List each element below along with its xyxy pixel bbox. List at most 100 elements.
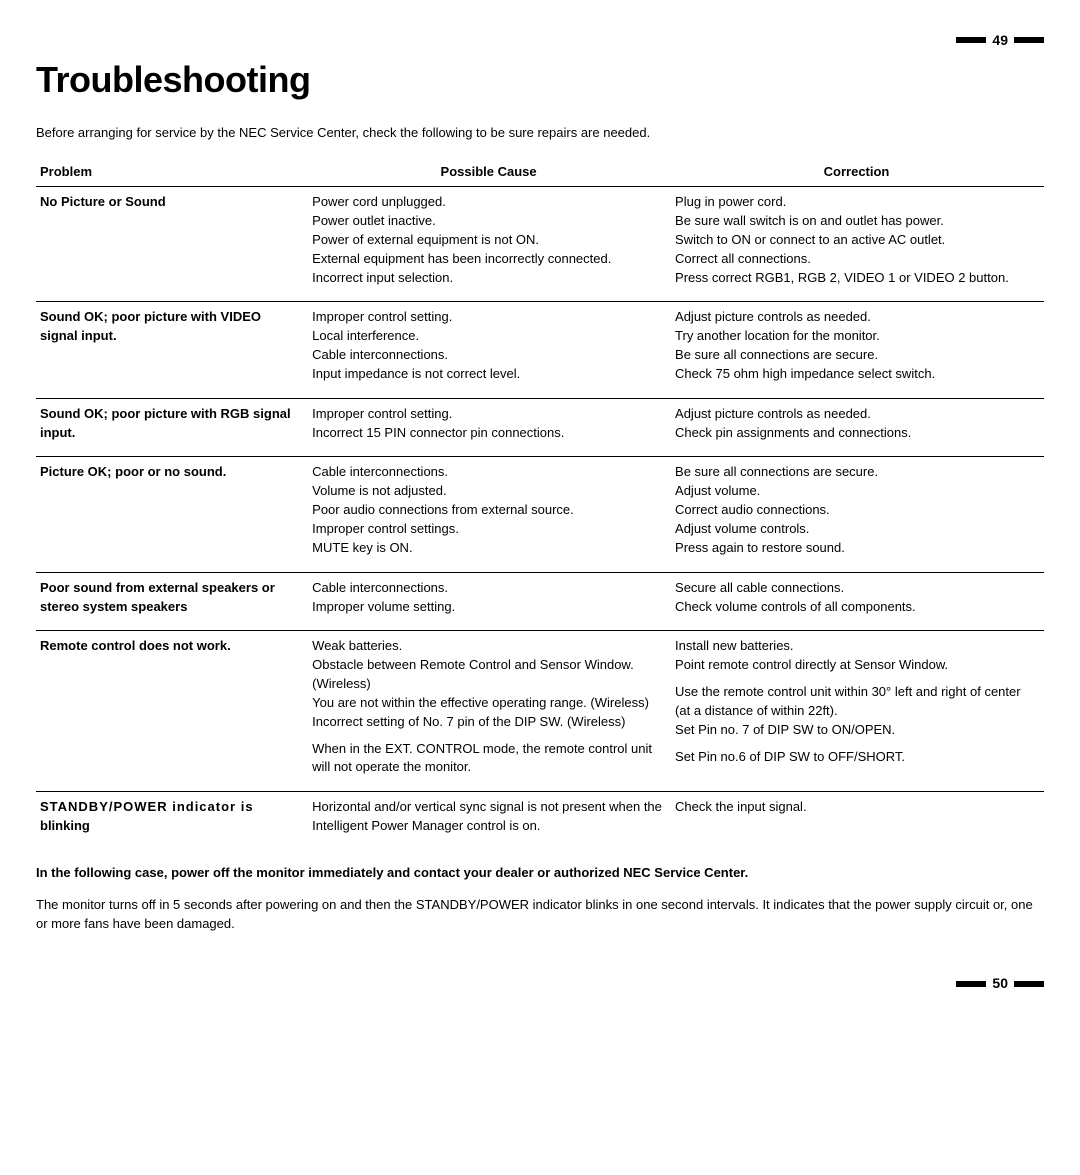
cell-cause: Weak batteries.Obstacle between Remote C… [308, 631, 671, 792]
text-line: Power outlet inactive. [312, 212, 665, 231]
text-line: Check volume controls of all components. [675, 598, 1038, 617]
text-line: Adjust picture controls as needed. [675, 308, 1038, 327]
footer-bold: In the following case, power off the mon… [36, 864, 1044, 883]
text-line: Improper control setting. [312, 405, 665, 424]
table-body: No Picture or Sound Power cord unplugged.… [36, 187, 1044, 850]
text-line: Press correct RGB1, RGB 2, VIDEO 1 or VI… [675, 269, 1038, 288]
cell-cause: Cable interconnections.Volume is not adj… [308, 457, 671, 572]
text-line: MUTE key is ON. [312, 539, 665, 558]
cell-problem: STANDBY/POWER indicator is blinking [36, 792, 308, 850]
text-line [675, 675, 1038, 683]
text-line: Input impedance is not correct level. [312, 365, 665, 384]
page-bar-right [1014, 37, 1044, 43]
text-line [312, 732, 665, 740]
table-row: Picture OK; poor or no sound. Cable inter… [36, 457, 1044, 572]
text-line: Incorrect setting of No. 7 pin of the DI… [312, 713, 665, 732]
text-line: You are not within the effective operati… [312, 694, 665, 713]
text-line: Cable interconnections. [312, 346, 665, 365]
cell-cause: Improper control setting.Incorrect 15 PI… [308, 398, 671, 457]
text-line: Set Pin no. 7 of DIP SW to ON/OPEN. [675, 721, 1038, 740]
table-row: STANDBY/POWER indicator is blinkingHoriz… [36, 792, 1044, 850]
page-number-top: 49 [992, 30, 1008, 50]
cell-problem: Poor sound from external speakers or ste… [36, 572, 308, 631]
text-line: Poor audio connections from external sou… [312, 501, 665, 520]
text-line: Obstacle between Remote Control and Sens… [312, 656, 665, 694]
cell-cause: Improper control setting.Local interfere… [308, 302, 671, 398]
text-line: Poor sound from external speakers or ste… [40, 579, 298, 617]
text-line: Local interference. [312, 327, 665, 346]
text-line: Adjust picture controls as needed. [675, 405, 1038, 424]
text-line: Check 75 ohm high impedance select switc… [675, 365, 1038, 384]
text-line: Remote control does not work. [40, 637, 298, 656]
text-line: Improper volume setting. [312, 598, 665, 617]
page-bar-left [956, 37, 986, 43]
text-line: Point remote control directly at Sensor … [675, 656, 1038, 675]
text-line: Picture OK; poor or no sound. [40, 463, 298, 482]
text-line: Be sure wall switch is on and outlet has… [675, 212, 1038, 231]
text-line: Check the input signal. [675, 798, 1038, 817]
table-row: No Picture or Sound Power cord unplugged.… [36, 187, 1044, 302]
cell-correction: Adjust picture controls as needed.Try an… [671, 302, 1044, 398]
text-line: Correct all connections. [675, 250, 1038, 269]
cell-cause: Power cord unplugged.Power outlet inacti… [308, 187, 671, 302]
cell-cause: Cable interconnections.Improper volume s… [308, 572, 671, 631]
text-line: Incorrect input selection. [312, 269, 665, 288]
cell-problem: Sound OK; poor picture with RGB signal i… [36, 398, 308, 457]
page-bar-right-b [1014, 981, 1044, 987]
table-row: Sound OK; poor picture with RGB signal i… [36, 398, 1044, 457]
page-number-bottom: 50 [992, 973, 1008, 993]
text-line: Incorrect 15 PIN connector pin connectio… [312, 424, 665, 443]
cell-correction: Secure all cable connections.Check volum… [671, 572, 1044, 631]
text-line [675, 740, 1038, 748]
text-line: Adjust volume. [675, 482, 1038, 501]
text-line: Switch to ON or connect to an active AC … [675, 231, 1038, 250]
text-line: Press again to restore sound. [675, 539, 1038, 558]
text-line: No Picture or Sound [40, 193, 298, 212]
header-correction: Correction [671, 159, 1044, 186]
text-line: Cable interconnections. [312, 463, 665, 482]
text-line: Adjust volume controls. [675, 520, 1038, 539]
text-line: Be sure all connections are secure. [675, 346, 1038, 365]
text-line: Power of external equipment is not ON. [312, 231, 665, 250]
text-line: Correct audio connections. [675, 501, 1038, 520]
text-line: Plug in power cord. [675, 193, 1038, 212]
page-title: Troubleshooting [36, 54, 1044, 106]
footer-text: The monitor turns off in 5 seconds after… [36, 896, 1044, 934]
cell-problem: Remote control does not work. [36, 631, 308, 792]
header-problem: Problem [36, 159, 308, 186]
page-marker-bottom: 50 [36, 973, 1044, 993]
text-line: Use the remote control unit within 30° l… [675, 683, 1038, 721]
table-row: Remote control does not work. Weak batter… [36, 631, 1044, 792]
text-line: Sound OK; poor picture with RGB signal i… [40, 405, 298, 443]
table-row: Sound OK; poor picture with VIDEO signal… [36, 302, 1044, 398]
text-line: Sound OK; poor picture with VIDEO signal… [40, 308, 298, 346]
table-row: Poor sound from external speakers or ste… [36, 572, 1044, 631]
cell-correction: Install new batteries.Point remote contr… [671, 631, 1044, 792]
text-line: Cable interconnections. [312, 579, 665, 598]
page-bar-left-b [956, 981, 986, 987]
intro-text: Before arranging for service by the NEC … [36, 124, 1044, 143]
cell-correction: Check the input signal. [671, 792, 1044, 850]
text-line: Improper control settings. [312, 520, 665, 539]
text-line: Try another location for the monitor. [675, 327, 1038, 346]
cell-correction: Adjust picture controls as needed.Check … [671, 398, 1044, 457]
cell-problem: No Picture or Sound [36, 187, 308, 302]
text-line: Power cord unplugged. [312, 193, 665, 212]
text-line: Check pin assignments and connections. [675, 424, 1038, 443]
text-line: Horizontal and/or vertical sync signal i… [312, 798, 665, 836]
cell-correction: Be sure all connections are secure.Adjus… [671, 457, 1044, 572]
cell-cause: Horizontal and/or vertical sync signal i… [308, 792, 671, 850]
text-line: External equipment has been incorrectly … [312, 250, 665, 269]
text-line: Improper control setting. [312, 308, 665, 327]
text-line: Be sure all connections are secure. [675, 463, 1038, 482]
page-marker-top: 49 [36, 30, 1044, 50]
cell-correction: Plug in power cord.Be sure wall switch i… [671, 187, 1044, 302]
text-line: Weak batteries. [312, 637, 665, 656]
cell-problem: Picture OK; poor or no sound. [36, 457, 308, 572]
troubleshooting-table: Problem Possible Cause Correction No Pic… [36, 159, 1044, 850]
text-line: Secure all cable connections. [675, 579, 1038, 598]
header-cause: Possible Cause [308, 159, 671, 186]
text-line: When in the EXT. CONTROL mode, the remot… [312, 740, 665, 778]
cell-problem: Sound OK; poor picture with VIDEO signal… [36, 302, 308, 398]
text-line: Set Pin no.6 of DIP SW to OFF/SHORT. [675, 748, 1038, 767]
